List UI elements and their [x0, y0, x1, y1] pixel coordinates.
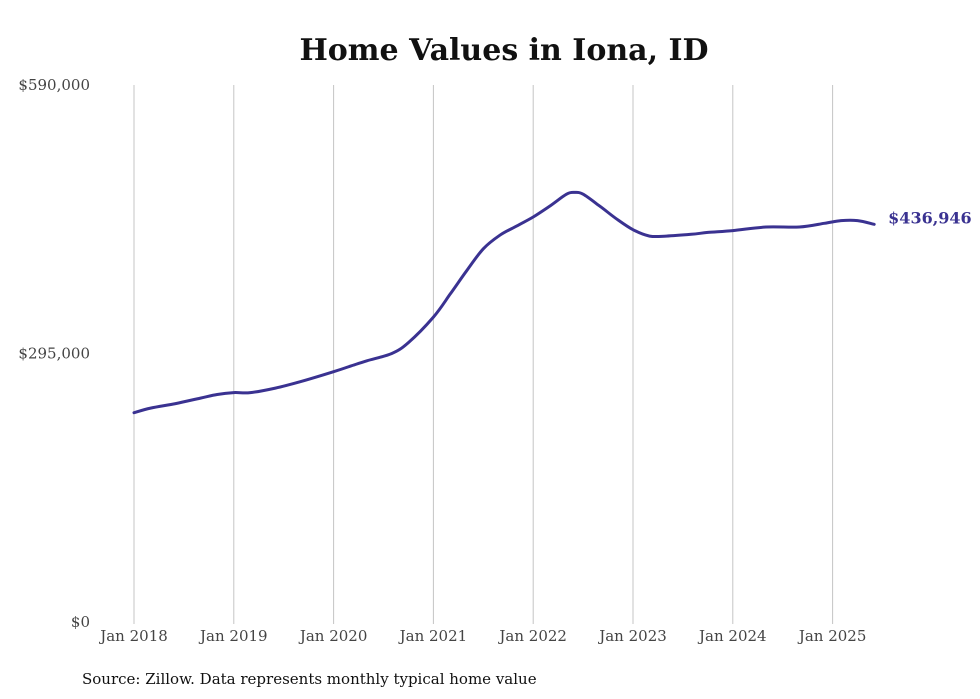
series-group: [132, 190, 876, 415]
x-tick-label: Jan 2019: [198, 627, 268, 645]
chart-title: Home Values in Iona, ID: [299, 33, 708, 68]
x-tick-label: Jan 2022: [497, 627, 567, 645]
end-value-label: $436,946: [888, 208, 972, 227]
x-axis-ticks: Jan 2018 Jan 2019 Jan 2020 Jan 2021 Jan 2022…: [98, 627, 866, 645]
x-tick-label: Jan 2024: [697, 627, 767, 645]
source-note: Source: Zillow. Data represents monthly …: [82, 670, 537, 688]
x-tick-label: Jan 2023: [597, 627, 667, 645]
y-tick-label: $295,000: [18, 345, 90, 363]
y-axis-ticks: $0 $295,000 $590,000: [18, 76, 90, 631]
y-tick-label: $590,000: [18, 76, 90, 94]
x-tick-label: Jan 2025: [797, 627, 867, 645]
series-line-0: [132, 190, 876, 415]
x-tick-label: Jan 2018: [98, 627, 168, 645]
x-tick-label: Jan 2021: [398, 627, 468, 645]
grid-lines: [133, 85, 834, 624]
y-tick-label: $0: [71, 613, 90, 631]
x-tick-label: Jan 2020: [298, 627, 368, 645]
